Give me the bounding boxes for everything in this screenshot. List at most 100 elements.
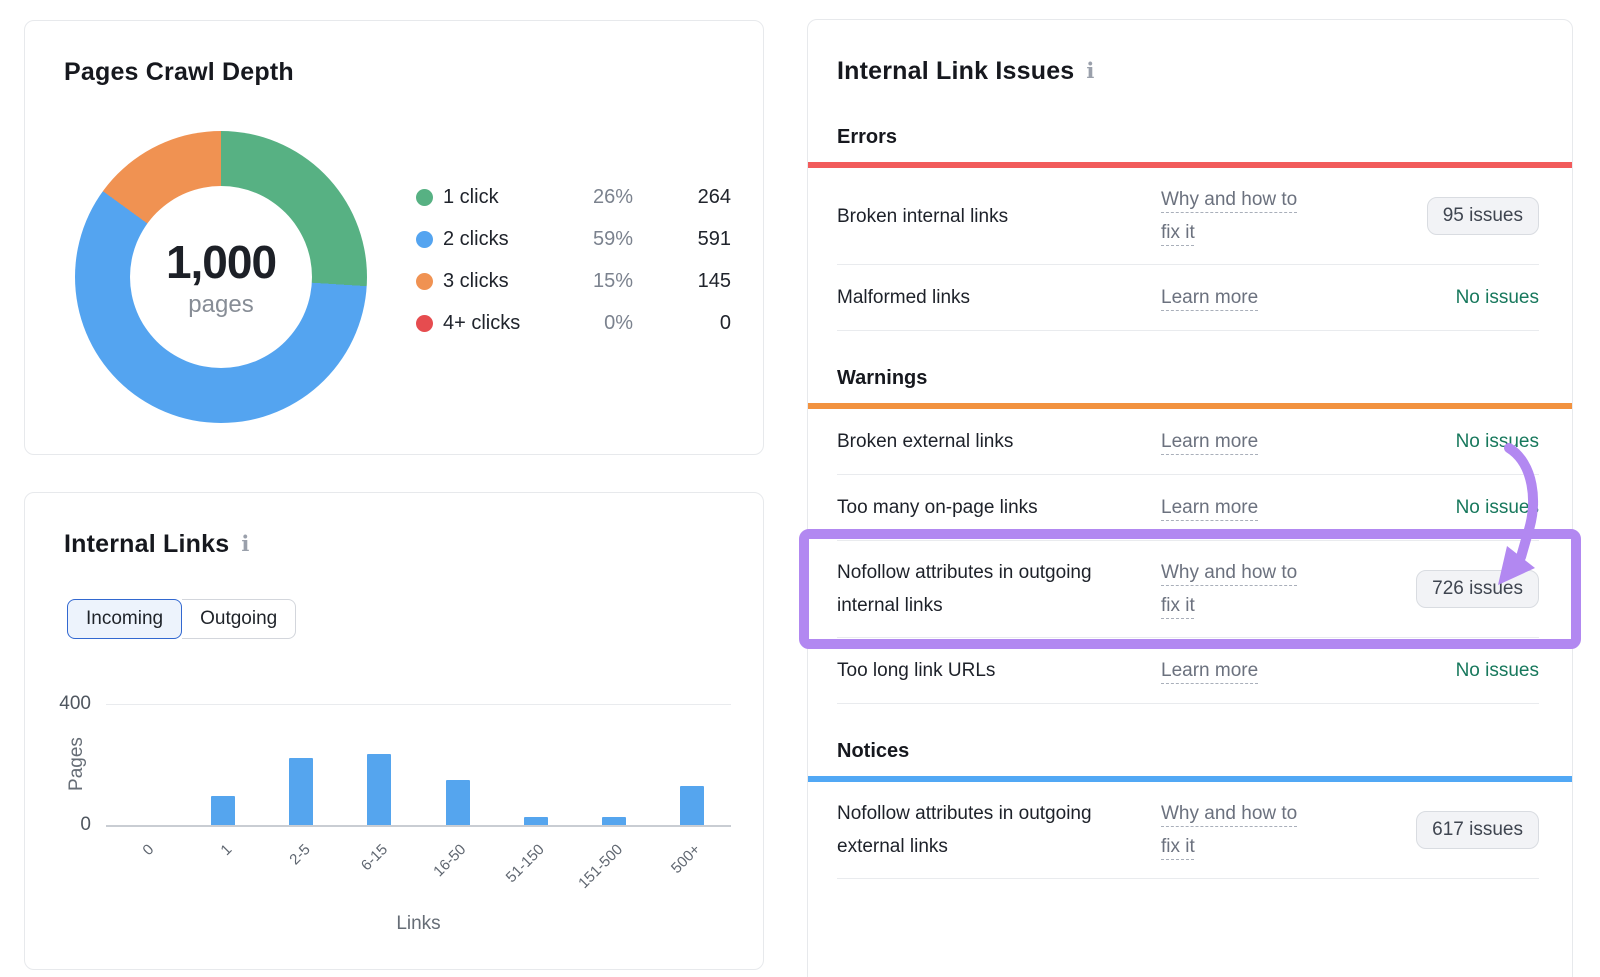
issue-row-2-0: Nofollow attributes in outgoing external…: [837, 782, 1539, 879]
x-axis-label: Links: [396, 913, 441, 934]
x-tick-label-16-50: 16-50: [430, 841, 470, 881]
issue-label: Malformed links: [837, 287, 971, 308]
issue-link-column: Why and how to fix it: [1161, 797, 1381, 863]
x-tick-slot-6-15: 6-15: [340, 833, 418, 919]
bars-container: [106, 704, 731, 825]
legend-label-1: 2 clicks: [443, 228, 509, 250]
x-tick-label-500+: 500+: [668, 841, 704, 877]
x-tick-label-2-5: 2-5: [285, 841, 314, 869]
donut-center: 1,000 pages: [130, 186, 312, 368]
issue-link-column: Why and how to fix it: [1161, 183, 1381, 249]
legend-label-0: 1 click: [443, 186, 499, 208]
tab-incoming[interactable]: Incoming: [67, 599, 183, 639]
issue-status: 726 issues: [1416, 570, 1539, 608]
info-icon[interactable]: i: [1086, 58, 1095, 83]
issues-count-badge[interactable]: 726 issues: [1416, 570, 1539, 608]
issue-link-column: Learn more: [1161, 654, 1381, 687]
issue-row-1-2: Nofollow attributes in outgoing internal…: [799, 443, 1581, 649]
legend-label-2: 3 clicks: [443, 270, 509, 292]
legend-count-3: 0: [719, 312, 731, 334]
legend-percent-2: 15%: [592, 270, 633, 292]
issue-link-column: Learn more: [1161, 491, 1381, 524]
issues-title-text: Internal Link Issues: [837, 57, 1075, 85]
donut-center-label: pages: [188, 291, 254, 318]
crawl-depth-donut-chart: 1,000 pages: [75, 131, 367, 423]
x-tick-label-1: 1: [217, 841, 236, 859]
issue-link-column: Learn more: [1161, 425, 1381, 458]
issues-count-badge[interactable]: 617 issues: [1416, 811, 1539, 849]
issue-row-1-0: Broken external links Learn more No issues: [837, 409, 1539, 475]
x-tick-label-0: 0: [139, 841, 158, 859]
x-axis-tick-labels: 0 1 2-5 6-15 16-50 51-150 151-500 500+: [106, 833, 731, 919]
links-direction-tabs: Incoming Outgoing: [67, 599, 297, 639]
legend-dot-3: [416, 315, 433, 332]
x-tick-slot-500+: 500+: [653, 833, 731, 919]
legend-dot-2: [416, 273, 433, 290]
x-tick-slot-16-50: 16-50: [419, 833, 497, 919]
issue-label: Too long link URLs: [837, 660, 996, 681]
issues-card-content: Internal Link Issues i Errors Broken inter…: [799, 20, 1581, 879]
issue-status: 617 issues: [1416, 811, 1539, 849]
gridline-400: [106, 704, 731, 705]
learn-more-link[interactable]: Learn more: [1161, 431, 1259, 452]
issue-status: 95 issues: [1426, 197, 1539, 235]
issue-label: Nofollow attributes in outgoing external…: [837, 803, 1092, 857]
issue-link-column: Learn more: [1161, 281, 1381, 314]
section-severity-bar-warnings: [808, 403, 1572, 409]
legend-percent-0: 26%: [592, 186, 633, 208]
legend-count-1: 591: [697, 228, 731, 250]
legend-label-3: 4+ clicks: [443, 312, 521, 334]
issues-sections: Errors Broken internal links Why and how t…: [799, 126, 1581, 879]
issue-status: No issues: [1456, 287, 1539, 309]
legend-count-0: 264: [697, 186, 731, 208]
issue-link-column: Why and how to fix it: [1161, 556, 1381, 622]
x-tick-slot-151-500: 151-500: [575, 833, 653, 919]
x-axis-line: [106, 825, 731, 827]
issue-label: Broken external links: [837, 431, 1014, 452]
legend-percent-1: 59%: [592, 228, 633, 250]
x-tick-slot-51-150: 51-150: [497, 833, 575, 919]
section-severity-bar-notices: [808, 776, 1572, 782]
issue-row-0-0: Broken internal links Why and how to fix …: [837, 168, 1539, 265]
no-issues-status: No issues: [1455, 659, 1539, 681]
internal-link-issues-card: Internal Link Issues i Errors Broken inter…: [799, 19, 1581, 977]
bar-slot-0: [106, 704, 184, 825]
section-heading-warnings: Warnings: [837, 367, 928, 389]
issue-status: No issues: [1456, 660, 1539, 682]
issue-label: Nofollow attributes in outgoing internal…: [837, 562, 1092, 616]
issue-status: No issues: [1456, 497, 1539, 519]
bar-2-5: [289, 758, 314, 825]
section-notices: Notices Nofollow attributes in outgoing e…: [808, 740, 1572, 879]
bar-6-15: [367, 754, 392, 825]
learn-more-link[interactable]: Learn more: [1161, 660, 1259, 681]
learn-more-link[interactable]: Learn more: [1161, 497, 1259, 518]
y-axis-label: Pages: [66, 737, 87, 791]
x-tick-label-151-500: 151-500: [574, 841, 626, 892]
section-heading-errors: Errors: [837, 126, 898, 148]
why-and-how-link[interactable]: Why and how to fix it: [1161, 189, 1298, 243]
bar-1: [211, 796, 236, 825]
no-issues-status: No issues: [1455, 286, 1539, 308]
section-warnings: Warnings Broken external links Learn more N…: [799, 367, 1581, 704]
bar-51-150: [523, 817, 548, 825]
learn-more-link[interactable]: Learn more: [1161, 287, 1259, 308]
x-tick-label-6-15: 6-15: [358, 841, 392, 875]
issue-row-1-1: Too many on-page links Learn more No issue…: [837, 475, 1539, 541]
issue-row-1-3: Too long link URLs Learn more No issues: [837, 638, 1539, 704]
why-and-how-link[interactable]: Why and how to fix it: [1161, 562, 1298, 616]
tab-outgoing[interactable]: Outgoing: [182, 599, 297, 639]
internal-links-bar-chart: [106, 704, 731, 827]
internal-links-card: Internal Links i Incoming Outgoing 400 0 …: [24, 492, 764, 970]
section-severity-bar-errors: [808, 162, 1572, 168]
internal-links-title-text: Internal Links: [64, 530, 230, 558]
crawl-depth-title: Pages Crawl Depth: [64, 58, 294, 86]
x-tick-slot-2-5: 2-5: [262, 833, 340, 919]
issues-count-badge[interactable]: 95 issues: [1426, 197, 1539, 235]
why-and-how-link[interactable]: Why and how to fix it: [1161, 803, 1298, 857]
internal-links-title: Internal Links i: [64, 530, 250, 559]
info-icon[interactable]: i: [241, 531, 250, 556]
x-tick-label-51-150: 51-150: [502, 841, 548, 887]
y-axis-tick-0: 0: [80, 814, 91, 835]
section-heading-notices: Notices: [837, 740, 910, 762]
